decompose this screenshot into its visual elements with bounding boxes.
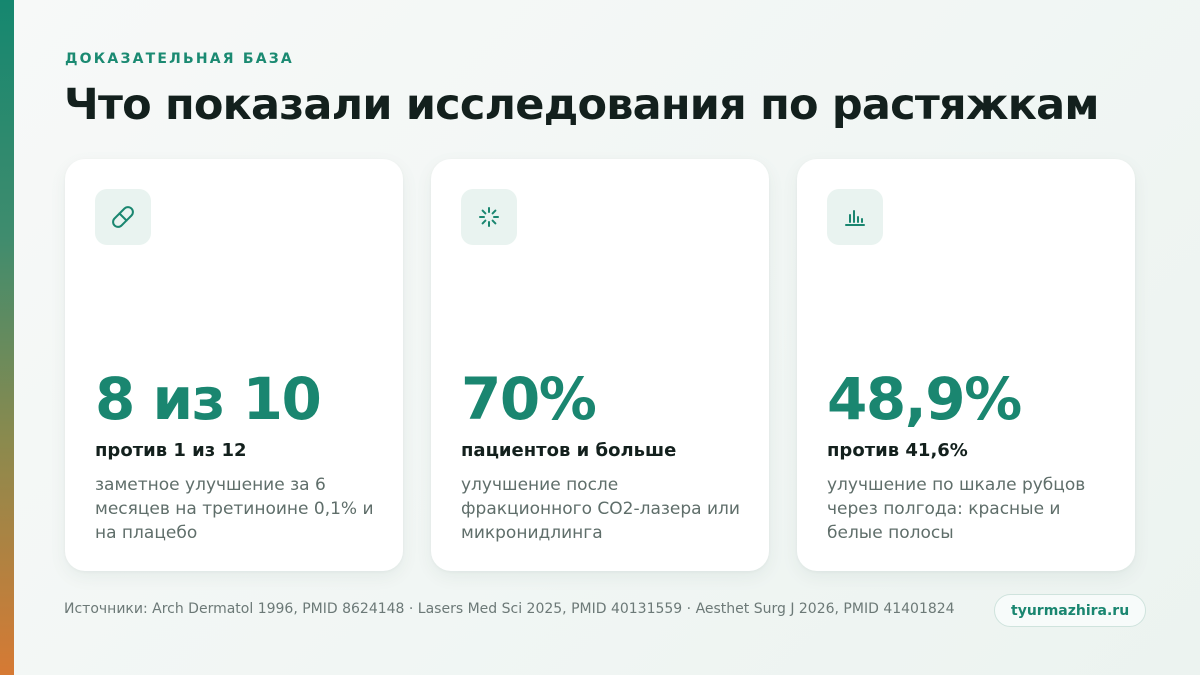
laser-burst-icon [479, 207, 499, 227]
stat-value: 8 из 10 [95, 365, 322, 433]
pill-icon [112, 206, 134, 228]
bar-chart-icon [845, 210, 865, 226]
site-link-badge[interactable]: tyurmazhira.ru [994, 594, 1147, 627]
stats-cards: 8 из 10 против 1 из 12 заметное улучшени… [65, 159, 1135, 571]
stat-subtitle: пациентов и больше [461, 440, 677, 461]
stat-card-tretinoin: 8 из 10 против 1 из 12 заметное улучшени… [65, 159, 403, 571]
pill-icon-box [95, 189, 151, 245]
stat-value: 48,9% [827, 365, 1022, 433]
stat-value: 70% [461, 365, 597, 433]
stat-description: улучшение после фракционного CO2-лазера … [461, 475, 740, 543]
stat-subtitle: против 41,6% [827, 440, 968, 461]
stat-description: улучшение по шкале рубцов через полгода:… [827, 475, 1086, 543]
sources-footnote: Источники: Arch Dermatol 1996, PMID 8624… [64, 601, 955, 617]
stat-card-scar-scale: 48,9% против 41,6% улучшение по шкале ру… [797, 159, 1135, 571]
eyebrow-label: ДОКАЗАТЕЛЬНАЯ БАЗА [65, 51, 294, 67]
page-title: Что показали исследования по растяжкам [64, 80, 1100, 130]
stat-card-laser: 70% пациентов и больше улучшение после ф… [431, 159, 769, 571]
bar-chart-icon-box [827, 189, 883, 245]
stat-subtitle: против 1 из 12 [95, 440, 247, 461]
laser-burst-icon-box [461, 189, 517, 245]
accent-side-bar [0, 0, 14, 675]
stat-description: заметное улучшение за 6 месяцев на трети… [95, 475, 374, 543]
